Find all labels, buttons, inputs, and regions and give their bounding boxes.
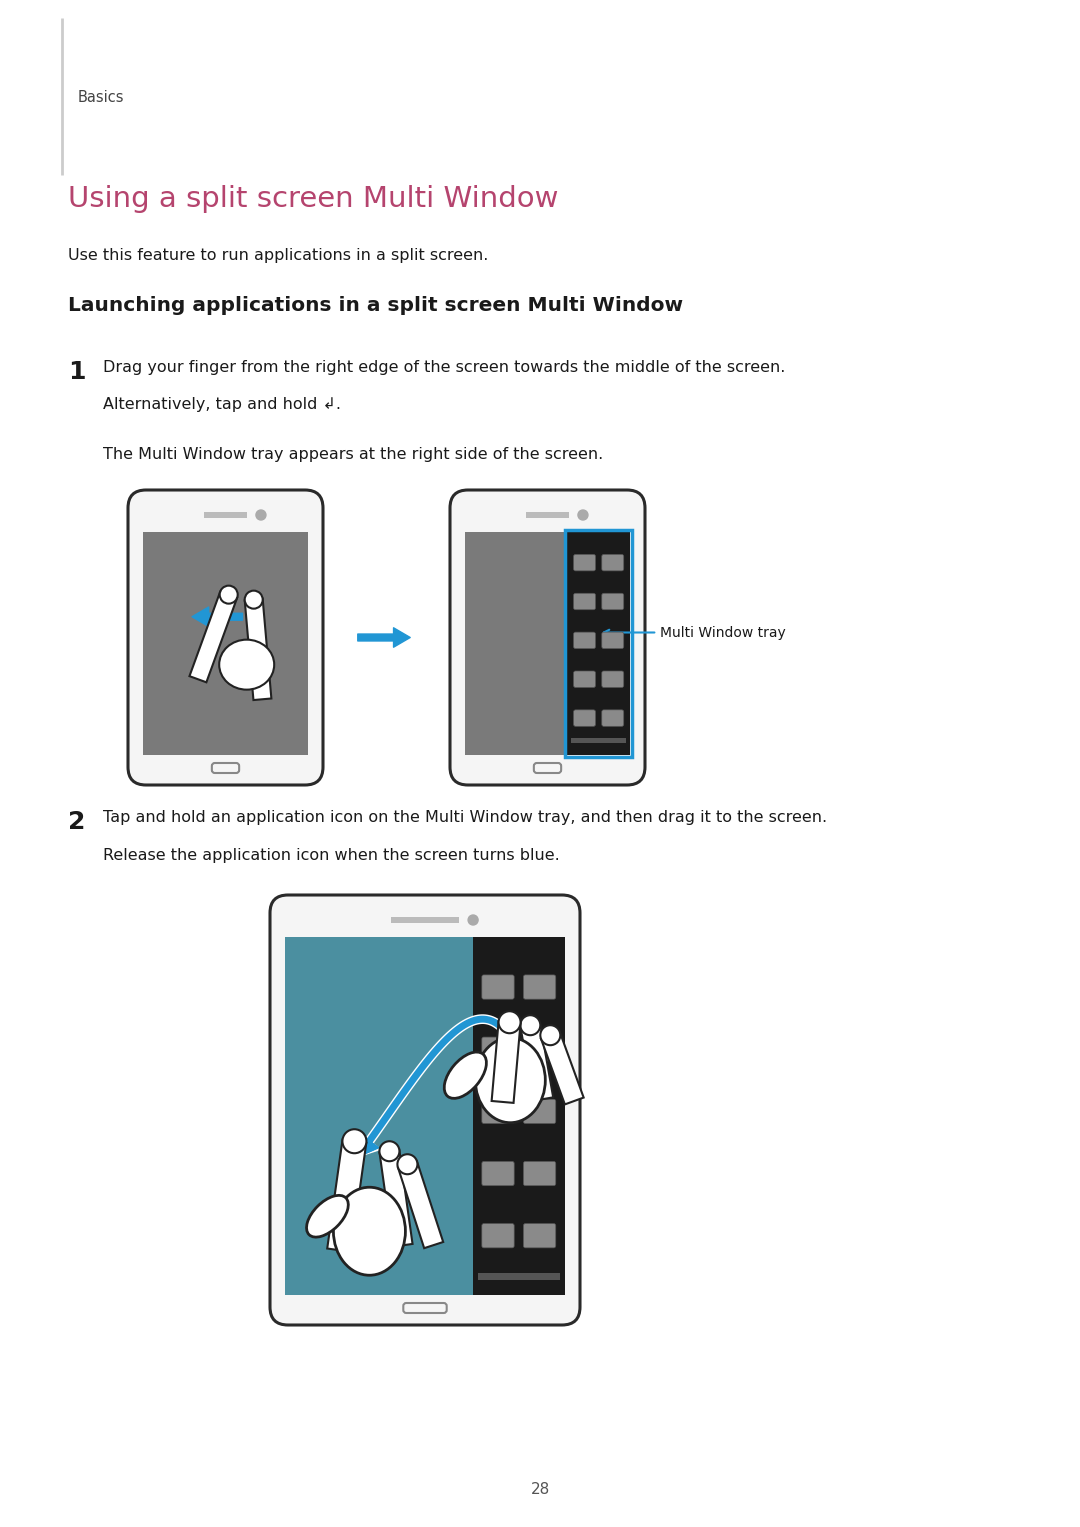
FancyBboxPatch shape	[450, 490, 645, 785]
Circle shape	[342, 1130, 366, 1153]
Text: Use this feature to run applications in a split screen.: Use this feature to run applications in …	[68, 247, 488, 263]
Polygon shape	[327, 1139, 366, 1252]
Polygon shape	[491, 1022, 521, 1102]
Polygon shape	[379, 1150, 413, 1246]
Circle shape	[245, 591, 262, 609]
FancyBboxPatch shape	[482, 1223, 514, 1248]
Circle shape	[397, 1154, 417, 1174]
FancyArrowPatch shape	[357, 1135, 378, 1157]
Bar	[285, 938, 473, 1295]
Bar	[143, 531, 308, 754]
Text: 2: 2	[68, 809, 85, 834]
Polygon shape	[541, 1032, 583, 1104]
FancyBboxPatch shape	[482, 974, 514, 999]
Circle shape	[540, 1025, 561, 1044]
Text: Tap and hold an application icon on the Multi Window tray, and then drag it to t: Tap and hold an application icon on the …	[103, 809, 827, 825]
Circle shape	[468, 915, 478, 925]
FancyBboxPatch shape	[573, 554, 595, 571]
Text: Multi Window tray: Multi Window tray	[604, 626, 786, 640]
FancyBboxPatch shape	[573, 710, 595, 727]
FancyBboxPatch shape	[602, 554, 624, 571]
Polygon shape	[397, 1161, 443, 1248]
FancyBboxPatch shape	[482, 1162, 514, 1185]
FancyBboxPatch shape	[129, 490, 323, 785]
Circle shape	[256, 510, 266, 521]
FancyBboxPatch shape	[482, 1037, 514, 1061]
FancyBboxPatch shape	[573, 632, 595, 649]
Text: The Multi Window tray appears at the right side of the screen.: The Multi Window tray appears at the rig…	[103, 447, 604, 463]
FancyBboxPatch shape	[524, 1037, 556, 1061]
Circle shape	[578, 510, 588, 521]
FancyBboxPatch shape	[602, 632, 624, 649]
Ellipse shape	[219, 640, 274, 690]
FancyBboxPatch shape	[573, 594, 595, 609]
FancyBboxPatch shape	[602, 594, 624, 609]
Bar	[391, 918, 459, 922]
FancyBboxPatch shape	[524, 1162, 556, 1185]
FancyBboxPatch shape	[573, 670, 595, 687]
Bar	[473, 938, 565, 1295]
Text: Launching applications in a split screen Multi Window: Launching applications in a split screen…	[68, 296, 684, 315]
Bar	[526, 512, 569, 518]
FancyBboxPatch shape	[602, 710, 624, 727]
FancyBboxPatch shape	[524, 1099, 556, 1124]
FancyBboxPatch shape	[602, 670, 624, 687]
Text: 28: 28	[530, 1483, 550, 1498]
Circle shape	[379, 1141, 400, 1161]
Bar	[567, 531, 630, 754]
Ellipse shape	[307, 1196, 349, 1237]
FancyBboxPatch shape	[212, 764, 239, 773]
Bar	[565, 530, 632, 757]
Text: Using a split screen Multi Window: Using a split screen Multi Window	[68, 185, 558, 212]
FancyBboxPatch shape	[534, 764, 562, 773]
Polygon shape	[521, 1023, 553, 1101]
Ellipse shape	[475, 1038, 545, 1122]
Polygon shape	[189, 591, 238, 683]
Bar	[571, 738, 626, 744]
Ellipse shape	[444, 1052, 486, 1098]
Ellipse shape	[334, 1186, 405, 1275]
FancyBboxPatch shape	[403, 1303, 447, 1313]
FancyBboxPatch shape	[524, 974, 556, 999]
Circle shape	[521, 1015, 540, 1035]
FancyArrowPatch shape	[192, 608, 243, 626]
Circle shape	[219, 586, 238, 603]
Text: Alternatively, tap and hold ↲.: Alternatively, tap and hold ↲.	[103, 397, 341, 412]
Text: Basics: Basics	[78, 90, 124, 105]
FancyBboxPatch shape	[482, 1099, 514, 1124]
FancyArrowPatch shape	[357, 1133, 380, 1157]
Text: Drag your finger from the right edge of the screen towards the middle of the scr: Drag your finger from the right edge of …	[103, 360, 785, 376]
Circle shape	[499, 1011, 521, 1034]
FancyArrowPatch shape	[357, 1135, 378, 1157]
Text: 1: 1	[68, 360, 85, 383]
Text: Release the application icon when the screen turns blue.: Release the application icon when the sc…	[103, 847, 559, 863]
FancyBboxPatch shape	[524, 1223, 556, 1248]
Bar	[477, 1274, 561, 1280]
Bar	[465, 531, 567, 754]
FancyBboxPatch shape	[270, 895, 580, 1325]
FancyArrowPatch shape	[357, 628, 410, 647]
Polygon shape	[245, 599, 271, 699]
Bar	[204, 512, 247, 518]
